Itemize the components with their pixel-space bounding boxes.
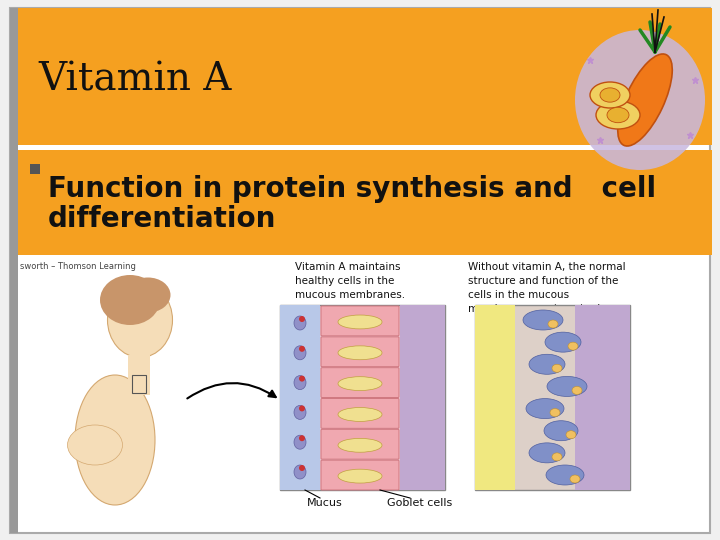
Bar (128, 355, 150, 395)
Ellipse shape (68, 425, 122, 465)
Bar (400, 305, 445, 490)
Ellipse shape (572, 387, 582, 394)
Ellipse shape (566, 431, 576, 438)
Ellipse shape (299, 435, 305, 441)
Ellipse shape (299, 406, 305, 411)
Text: Vitamin A maintains
healthy cells in the
mucous membranes.: Vitamin A maintains healthy cells in the… (295, 262, 405, 300)
Ellipse shape (552, 364, 562, 372)
Ellipse shape (529, 443, 565, 463)
Ellipse shape (75, 375, 155, 505)
Ellipse shape (529, 354, 565, 374)
Bar (575, 305, 630, 490)
Ellipse shape (100, 275, 160, 325)
Bar (280, 305, 320, 490)
Ellipse shape (299, 346, 305, 352)
Ellipse shape (607, 107, 629, 123)
Bar (18, 8, 712, 145)
Bar (280, 305, 445, 490)
Ellipse shape (338, 377, 382, 390)
Ellipse shape (548, 320, 558, 328)
Text: sworth – Thomson Learning: sworth – Thomson Learning (20, 262, 136, 271)
Ellipse shape (546, 465, 584, 485)
Ellipse shape (600, 88, 620, 102)
Ellipse shape (547, 376, 587, 396)
Ellipse shape (107, 282, 173, 357)
Text: Mucus: Mucus (307, 498, 343, 508)
FancyBboxPatch shape (321, 429, 399, 459)
Ellipse shape (299, 376, 305, 382)
Ellipse shape (338, 408, 382, 421)
Ellipse shape (338, 469, 382, 483)
Bar (475, 305, 515, 490)
Text: Vitamin A: Vitamin A (38, 62, 231, 98)
Ellipse shape (618, 54, 672, 146)
Bar (18, 150, 712, 255)
Ellipse shape (338, 315, 382, 329)
Text: Function in protein synthesis and   cell: Function in protein synthesis and cell (48, 175, 656, 203)
Ellipse shape (545, 332, 581, 352)
FancyBboxPatch shape (321, 368, 399, 397)
Ellipse shape (550, 409, 560, 416)
FancyBboxPatch shape (321, 337, 399, 367)
Ellipse shape (294, 465, 306, 479)
Ellipse shape (294, 346, 306, 360)
FancyBboxPatch shape (321, 399, 399, 428)
Ellipse shape (552, 453, 562, 461)
Ellipse shape (596, 101, 640, 129)
FancyBboxPatch shape (321, 306, 399, 336)
Ellipse shape (570, 475, 580, 483)
Ellipse shape (294, 435, 306, 449)
Bar (475, 305, 630, 490)
Ellipse shape (544, 421, 578, 441)
Bar (10, 8, 18, 533)
Ellipse shape (338, 346, 382, 360)
Text: Goblet cells: Goblet cells (387, 498, 453, 508)
Text: Without vitamin A, the normal
structure and function of the
cells in the mucous
: Without vitamin A, the normal structure … (468, 262, 626, 314)
Ellipse shape (125, 278, 171, 313)
Ellipse shape (575, 30, 705, 170)
Ellipse shape (590, 82, 630, 108)
Ellipse shape (299, 316, 305, 322)
Ellipse shape (294, 316, 306, 330)
Ellipse shape (294, 406, 306, 420)
Bar (132, 375, 146, 393)
Ellipse shape (299, 465, 305, 471)
Ellipse shape (526, 399, 564, 418)
Ellipse shape (338, 438, 382, 452)
Ellipse shape (294, 376, 306, 389)
Ellipse shape (523, 310, 563, 330)
Bar (30, 164, 40, 174)
FancyBboxPatch shape (321, 460, 399, 490)
Ellipse shape (568, 342, 578, 350)
Text: differentiation: differentiation (48, 205, 276, 233)
